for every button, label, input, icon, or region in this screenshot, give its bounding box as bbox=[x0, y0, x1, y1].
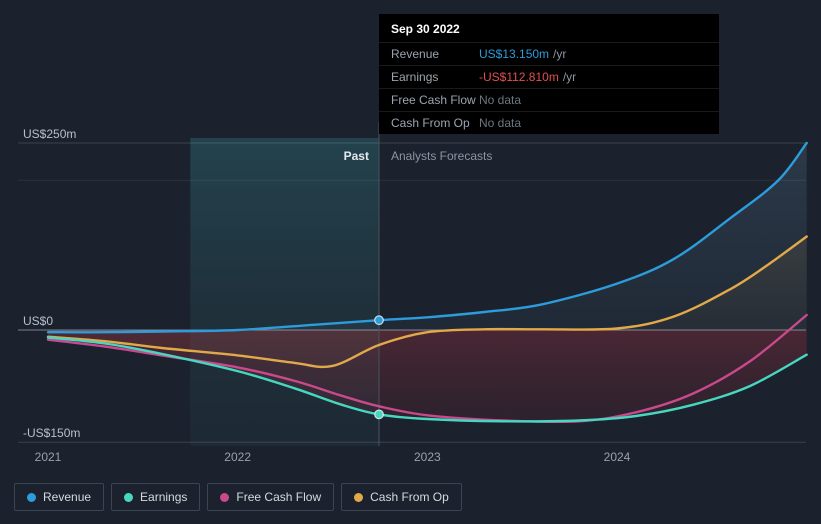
tooltip-row-value: No data bbox=[479, 93, 522, 107]
legend-item-revenue[interactable]: Revenue bbox=[14, 483, 105, 511]
tooltip-row-revenue: Revenue US$13.150m/yr bbox=[379, 42, 719, 65]
tooltip-row-value: No data bbox=[479, 116, 522, 130]
tooltip-row-cash-from-op: Cash From Op No data bbox=[379, 111, 719, 134]
chart-tooltip: Sep 30 2022 Revenue US$13.150m/yr Earnings… bbox=[379, 14, 719, 134]
legend-label: Free Cash Flow bbox=[236, 490, 322, 504]
tooltip-row-label: Free Cash Flow bbox=[391, 93, 476, 107]
legend-label: Earnings bbox=[140, 490, 188, 504]
tooltip-row-value: US$13.150m bbox=[479, 47, 550, 61]
revenue-area-fill bbox=[48, 143, 807, 333]
tooltip-row-value: -US$112.810m bbox=[479, 70, 559, 84]
legend-dot-free-cash-flow bbox=[220, 492, 230, 502]
marker-revenue[interactable] bbox=[374, 315, 384, 326]
cash-op-area-fill bbox=[48, 236, 807, 367]
tooltip-date: Sep 30 2022 bbox=[391, 22, 460, 36]
chart-legend: Revenue Earnings Free Cash Flow Cash From O… bbox=[14, 483, 462, 511]
marker-earnings[interactable] bbox=[374, 409, 384, 420]
legend-dot-cash-from-op bbox=[354, 492, 364, 502]
legend-item-free-cash-flow[interactable]: Free Cash Flow bbox=[207, 483, 335, 511]
series-line-revenue[interactable] bbox=[46, 141, 808, 334]
tooltip-row-label: Cash From Op bbox=[391, 116, 470, 130]
tooltip-row-free-cash-flow: Free Cash Flow No data bbox=[379, 88, 719, 111]
legend-dot-earnings bbox=[124, 492, 134, 502]
series-line-earnings[interactable] bbox=[46, 336, 808, 423]
tooltip-row-label: Earnings bbox=[391, 70, 439, 84]
legend-label: Cash From Op bbox=[370, 490, 449, 504]
legend-dot-revenue bbox=[27, 492, 36, 502]
tooltip-row-label: Revenue bbox=[391, 47, 440, 61]
tooltip-rows: Revenue US$13.150m/yr Earnings -US$112.810m… bbox=[379, 42, 719, 134]
tooltip-row-unit: /yr bbox=[553, 47, 567, 61]
series-line-cash-from-op[interactable] bbox=[46, 235, 808, 369]
legend-item-cash-from-op[interactable]: Cash From Op bbox=[341, 483, 462, 511]
legend-item-earnings[interactable]: Earnings bbox=[111, 483, 201, 511]
legend-label: Revenue bbox=[43, 490, 92, 504]
tooltip-row-earnings: Earnings -US$112.810m/yr bbox=[379, 65, 719, 88]
tooltip-row-unit: /yr bbox=[562, 70, 577, 84]
